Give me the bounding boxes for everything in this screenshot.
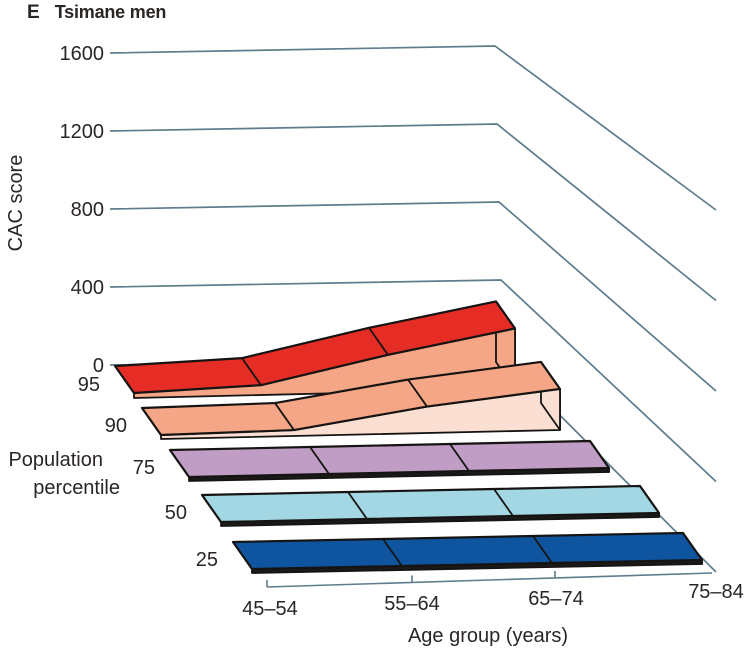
y-axis-title: CAC score xyxy=(5,155,27,252)
ribbon-75-divider-2 xyxy=(449,443,470,472)
panel-title-text: Tsimane men xyxy=(54,2,167,22)
y-tick-label-0: 0 xyxy=(93,355,104,377)
ribbon-25-divider-2 xyxy=(532,535,553,564)
y-tick-label-1600: 1600 xyxy=(60,43,105,65)
x-axis-title: Age group (years) xyxy=(408,625,568,647)
age-label-0: 45–54 xyxy=(242,598,298,620)
ribbon-50-divider-2 xyxy=(493,488,514,517)
panel-title: E Tsimane men xyxy=(27,2,166,24)
ribbon-90-divider-1 xyxy=(274,402,295,431)
percentile-label-75: 75 xyxy=(133,457,155,479)
ribbon-50-divider-1 xyxy=(347,491,368,520)
ribbon-95-divider-1 xyxy=(241,357,262,386)
z-axis-title-line2: percentile xyxy=(33,477,120,499)
y-tick-label-1200: 1200 xyxy=(60,121,105,143)
age-label-2: 65–74 xyxy=(528,588,584,610)
ribbon-25-divider-1 xyxy=(382,538,403,567)
y-tick-label-800: 800 xyxy=(71,199,104,221)
ribbon-75-top-surface xyxy=(168,439,611,479)
percentile-label-25: 25 xyxy=(196,549,218,571)
gridline-1200 xyxy=(109,123,717,302)
ribbon-95-top-surface xyxy=(113,300,517,395)
ribbon-95-divider-2 xyxy=(368,327,389,356)
ribbon-90-top-surface xyxy=(140,360,562,437)
gridline-800 xyxy=(109,201,717,392)
z-axis-title-line1: Population xyxy=(8,449,103,471)
y-tick-label-400: 400 xyxy=(71,277,104,299)
percentile-label-50: 50 xyxy=(165,502,187,524)
percentile-label-90: 90 xyxy=(105,415,127,437)
ribbon-75-divider-1 xyxy=(309,446,330,475)
gridline-400 xyxy=(109,279,717,483)
ribbon-50-top-surface xyxy=(200,484,661,524)
panel-letter: E xyxy=(27,2,40,23)
age-label-1: 55–64 xyxy=(384,593,440,615)
percentile-label-95: 95 xyxy=(78,374,100,396)
ribbon-25-top-surface xyxy=(231,531,704,571)
x-axis-line xyxy=(266,572,713,588)
gridline-1600 xyxy=(109,45,717,211)
ribbon-90-divider-2 xyxy=(407,379,428,408)
age-label-3: 75–84 xyxy=(688,581,744,603)
